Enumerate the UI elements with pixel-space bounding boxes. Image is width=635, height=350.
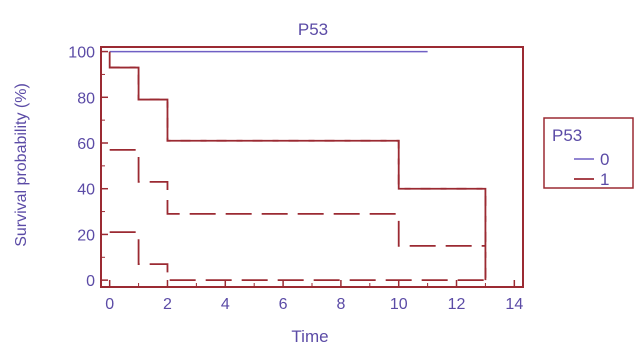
legend-box — [543, 117, 634, 189]
x-axis-label: Time — [291, 327, 328, 346]
series-survival-1 — [109, 66, 487, 281]
y-axis-label: Survival probability (%) — [13, 83, 30, 247]
x-tick-label-0: 0 — [105, 296, 114, 313]
legend-label-1: 1 — [600, 170, 609, 189]
y-axis-ticks: 0 20 40 60 80 100 — [68, 45, 108, 290]
y-tick-label-0: 0 — [86, 273, 95, 290]
series-layer — [108, 50, 487, 282]
plot-frame — [100, 46, 524, 288]
series-ci-lower-4 — [109, 231, 486, 282]
x-tick-label-6: 12 — [448, 296, 466, 313]
y-tick-label-5: 100 — [68, 45, 95, 62]
x-tick-label-2: 4 — [221, 296, 230, 313]
legend-label-0: 0 — [600, 150, 609, 169]
series-ci-middle-3 — [109, 148, 486, 247]
y-tick-label-1: 20 — [77, 227, 95, 244]
x-tick-label-3: 6 — [279, 296, 288, 313]
x-tick-label-4: 8 — [336, 296, 345, 313]
y-tick-label-3: 60 — [77, 136, 95, 153]
y-tick-label-4: 80 — [77, 90, 95, 107]
x-tick-label-1: 2 — [163, 296, 172, 313]
x-axis-ticks: 0 2 4 6 8 10 12 14 — [105, 280, 523, 313]
chart-title: P53 — [298, 20, 328, 39]
legend-title: P53 — [552, 126, 582, 145]
series-ci-upper-2 — [108, 51, 487, 281]
legend: P53 0 1 — [543, 117, 634, 189]
x-tick-label-5: 10 — [390, 296, 408, 313]
y-tick-label-2: 40 — [77, 182, 95, 199]
x-tick-label-7: 14 — [505, 296, 523, 313]
